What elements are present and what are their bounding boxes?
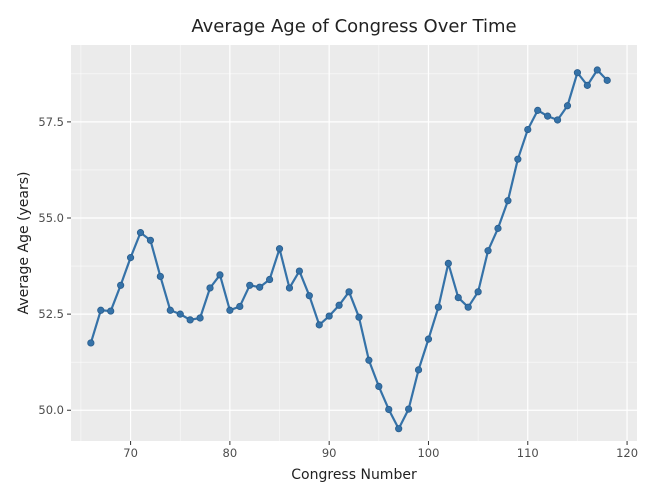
data-point (414, 366, 423, 374)
data-point (534, 106, 542, 114)
data-point (295, 267, 303, 275)
data-point (405, 405, 413, 413)
data-point (355, 313, 363, 321)
data-point (285, 284, 294, 292)
data-point (365, 356, 373, 364)
grid-minor-lines (71, 45, 637, 441)
data-point (434, 303, 443, 311)
data-point (335, 301, 343, 309)
data-point (315, 321, 323, 329)
chart-title: Average Age of Congress Over Time (191, 16, 516, 37)
data-point (424, 335, 433, 343)
data-point (87, 339, 95, 347)
data-point (494, 224, 502, 232)
data-point (97, 306, 105, 314)
plot-panel (71, 45, 637, 441)
data-point (474, 288, 482, 296)
data-point (186, 316, 194, 324)
data-point (196, 314, 204, 322)
data-point (246, 281, 254, 289)
data-point (593, 66, 601, 74)
data-point (395, 425, 403, 433)
y-tick-label: 57.5 (38, 115, 64, 129)
series-layer (87, 66, 611, 433)
x-tick-label: 70 (123, 446, 138, 460)
data-point (563, 102, 572, 110)
data-point (146, 236, 155, 244)
x-tick-label: 80 (223, 446, 238, 460)
data-point (345, 288, 353, 296)
data-point (305, 292, 313, 300)
x-axis-title: Congress Number (291, 467, 417, 483)
x-tick-label: 120 (616, 446, 638, 460)
data-point (107, 307, 115, 315)
data-point (275, 245, 284, 253)
data-point (226, 306, 234, 314)
y-axis-title: Average Age (years) (16, 172, 32, 315)
data-point (484, 247, 492, 255)
data-point (504, 197, 512, 205)
data-point (544, 112, 552, 120)
data-point (553, 116, 562, 124)
data-point (265, 275, 274, 284)
grid-major-lines (71, 45, 637, 441)
data-point (375, 382, 383, 391)
x-tick-label: 110 (517, 446, 539, 460)
data-point (156, 272, 164, 281)
y-tick-label: 50.0 (38, 403, 64, 417)
data-point (206, 284, 214, 292)
data-point (136, 229, 145, 237)
data-point (603, 76, 611, 84)
data-point (524, 125, 532, 134)
data-point (236, 302, 244, 311)
y-tick-label: 52.5 (38, 307, 64, 321)
y-tick-label: 55.0 (38, 211, 64, 225)
data-point (117, 281, 125, 289)
data-point (583, 81, 591, 89)
x-tick-label: 90 (322, 446, 337, 460)
data-point (385, 405, 393, 414)
data-point (126, 254, 135, 262)
data-point (166, 306, 174, 314)
data-point (325, 312, 333, 320)
data-point (514, 155, 522, 163)
data-point (256, 283, 264, 291)
data-point (464, 303, 472, 311)
data-point (444, 259, 452, 267)
data-point (176, 310, 184, 318)
data-point (216, 271, 224, 279)
data-point (454, 293, 462, 302)
x-axis-ticks: 70 80 90 100 110 120 (123, 441, 638, 460)
x-tick-label: 100 (417, 446, 439, 460)
y-axis-ticks: 50.0 52.5 55.0 57.5 (38, 115, 71, 417)
data-point (573, 69, 582, 77)
